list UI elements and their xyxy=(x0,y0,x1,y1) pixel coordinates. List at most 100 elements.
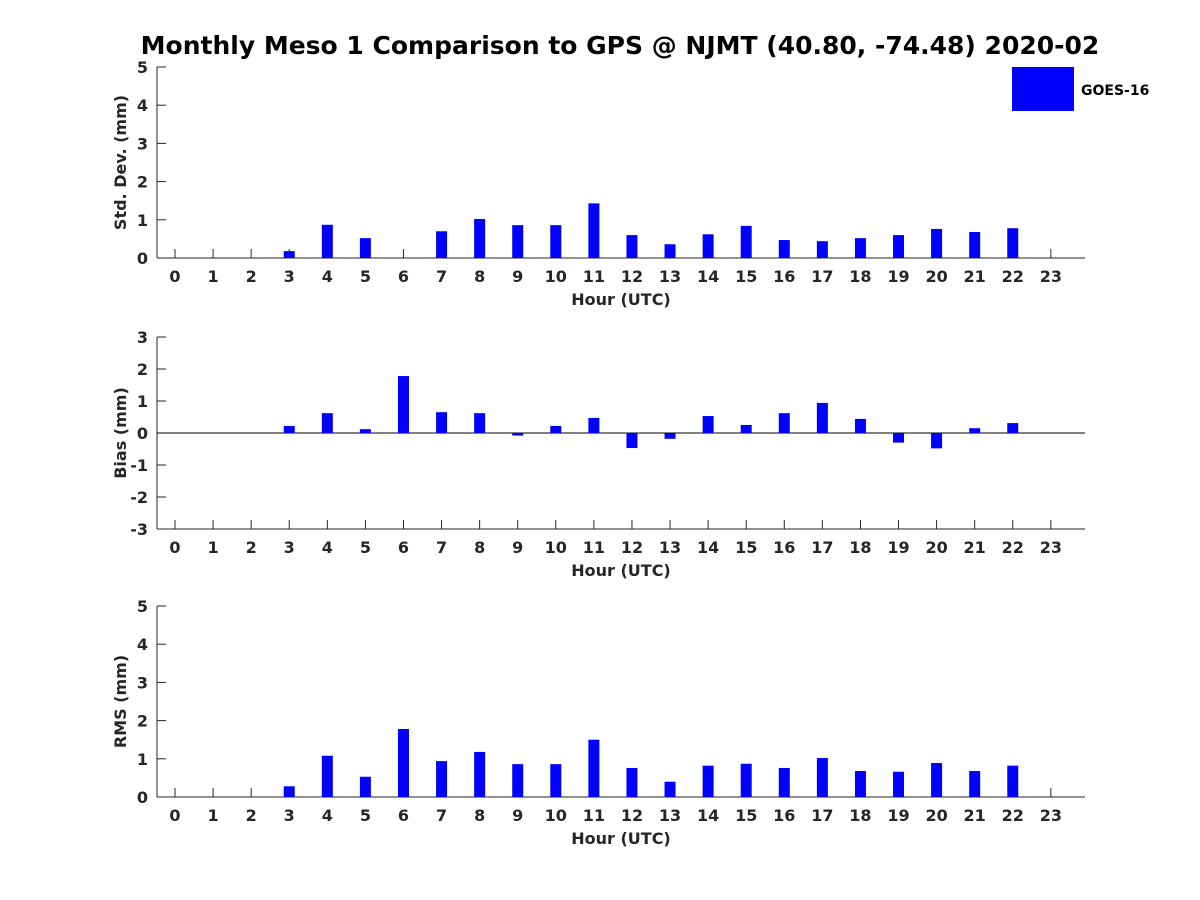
x-tick-label: 15 xyxy=(735,538,757,557)
y-tick-label: 1 xyxy=(137,392,148,411)
x-tick-label: 1 xyxy=(208,538,219,557)
legend-label: GOES-16 xyxy=(1081,83,1149,99)
x-tick-label: 13 xyxy=(659,806,681,825)
bar-hour-3 xyxy=(283,425,295,433)
x-tick-label: 10 xyxy=(545,538,567,557)
bar-hour-10 xyxy=(550,425,562,433)
x-tick-label: 9 xyxy=(512,267,523,286)
x-tick-label: 3 xyxy=(284,267,295,286)
bar-hour-18 xyxy=(854,418,866,433)
bar-hour-14 xyxy=(702,765,714,797)
bar-hour-21 xyxy=(969,428,981,433)
y-axis-label: Std. Dev. (mm) xyxy=(111,95,130,230)
x-tick-label: 5 xyxy=(360,538,371,557)
y-tick-label: 0 xyxy=(137,788,148,807)
bar-hour-16 xyxy=(778,413,790,433)
bar-hour-11 xyxy=(588,739,600,797)
y-tick-label: 5 xyxy=(137,597,148,616)
x-axis-label: Hour (UTC) xyxy=(571,290,671,309)
x-tick-label: 0 xyxy=(169,267,180,286)
x-tick-label: 3 xyxy=(284,538,295,557)
x-tick-label: 8 xyxy=(474,806,485,825)
bar-hour-3 xyxy=(283,786,295,797)
bar-hour-15 xyxy=(740,225,752,258)
bar-hour-17 xyxy=(816,402,828,433)
x-tick-label: 21 xyxy=(964,806,986,825)
bar-hour-7 xyxy=(436,231,448,258)
y-tick-label: -3 xyxy=(130,520,148,539)
bar-hour-16 xyxy=(778,767,790,797)
bar-hour-8 xyxy=(474,413,486,433)
x-tick-label: 20 xyxy=(925,538,947,557)
x-tick-label: 11 xyxy=(583,806,605,825)
x-tick-label: 15 xyxy=(735,806,757,825)
x-tick-label: 17 xyxy=(811,267,833,286)
bar-hour-9 xyxy=(512,764,524,797)
y-tick-label: 1 xyxy=(137,211,148,230)
x-tick-label: 12 xyxy=(621,538,643,557)
bar-hour-16 xyxy=(778,240,790,258)
x-tick-label: 15 xyxy=(735,267,757,286)
bar-hour-10 xyxy=(550,225,562,258)
bar-hour-19 xyxy=(893,771,905,797)
bar-hour-19 xyxy=(893,433,905,443)
chart-title: Monthly Meso 1 Comparison to GPS @ NJMT … xyxy=(141,31,1100,60)
x-tick-label: 5 xyxy=(360,806,371,825)
x-tick-label: 2 xyxy=(246,806,257,825)
bar-hour-17 xyxy=(816,758,828,797)
bar-hour-5 xyxy=(359,238,371,258)
y-tick-label: 4 xyxy=(137,96,148,115)
x-tick-label: 4 xyxy=(322,267,333,286)
y-tick-label: 0 xyxy=(137,249,148,268)
bar-hour-18 xyxy=(854,238,866,258)
x-tick-label: 18 xyxy=(849,538,871,557)
x-tick-label: 20 xyxy=(925,267,947,286)
bar-hour-14 xyxy=(702,416,714,433)
x-tick-label: 23 xyxy=(1040,806,1062,825)
x-tick-label: 2 xyxy=(246,267,257,286)
bar-hour-22 xyxy=(1007,228,1019,258)
y-tick-label: 0 xyxy=(137,424,148,443)
y-tick-label: 5 xyxy=(137,58,148,77)
bar-hour-6 xyxy=(397,376,409,433)
bar-hour-7 xyxy=(436,412,448,433)
x-tick-label: 19 xyxy=(887,267,909,286)
x-tick-label: 22 xyxy=(1002,267,1024,286)
x-tick-label: 9 xyxy=(512,806,523,825)
bar-hour-20 xyxy=(931,228,943,258)
bar-hour-12 xyxy=(626,767,638,797)
x-tick-label: 7 xyxy=(436,806,447,825)
bar-hour-5 xyxy=(359,429,371,433)
bar-hour-5 xyxy=(359,776,371,797)
x-tick-label: 19 xyxy=(887,806,909,825)
x-tick-label: 7 xyxy=(436,267,447,286)
x-tick-label: 16 xyxy=(773,267,795,286)
x-tick-label: 14 xyxy=(697,267,719,286)
x-tick-label: 6 xyxy=(398,267,409,286)
bar-hour-15 xyxy=(740,425,752,433)
x-tick-label: 21 xyxy=(964,538,986,557)
x-tick-label: 12 xyxy=(621,267,643,286)
x-tick-label: 11 xyxy=(583,538,605,557)
bar-hour-8 xyxy=(474,751,486,797)
x-tick-label: 0 xyxy=(169,538,180,557)
bar-hour-22 xyxy=(1007,423,1019,433)
bar-hour-20 xyxy=(931,763,943,797)
y-tick-label: 3 xyxy=(137,328,148,347)
x-tick-label: 4 xyxy=(322,806,333,825)
bar-hour-15 xyxy=(740,763,752,797)
x-tick-label: 16 xyxy=(773,806,795,825)
x-tick-label: 12 xyxy=(621,806,643,825)
y-tick-label: 4 xyxy=(137,635,148,654)
bar-hour-19 xyxy=(893,235,905,258)
bar-hour-11 xyxy=(588,203,600,258)
x-tick-label: 11 xyxy=(583,267,605,286)
x-tick-label: 1 xyxy=(208,267,219,286)
x-tick-label: 8 xyxy=(474,267,485,286)
x-tick-label: 17 xyxy=(811,538,833,557)
x-tick-label: 9 xyxy=(512,538,523,557)
x-tick-label: 21 xyxy=(964,267,986,286)
